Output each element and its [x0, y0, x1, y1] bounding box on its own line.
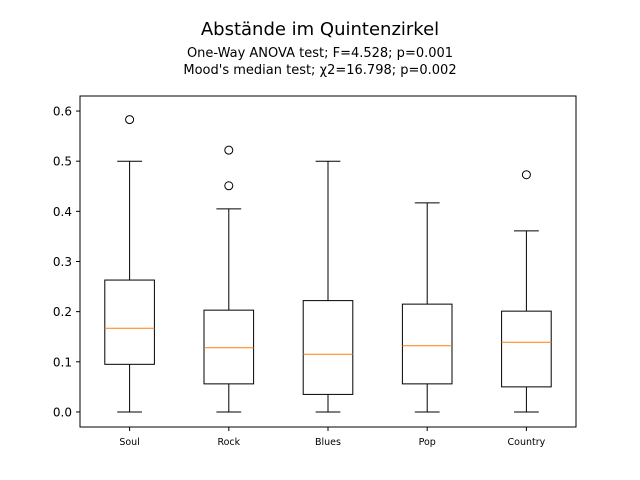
x-tick-label: Soul — [119, 437, 140, 448]
outlier-point — [521, 170, 531, 180]
y-tick-label: 0.6 — [53, 105, 72, 119]
box-pop — [401, 202, 453, 413]
outlier-point — [224, 181, 234, 191]
iqr-box — [501, 310, 552, 388]
x-tick-label: Country — [508, 437, 546, 448]
plot-area — [104, 115, 552, 413]
box-country — [501, 170, 552, 413]
x-tick-label: Rock — [217, 437, 240, 448]
y-tick-label: 0.5 — [53, 155, 72, 169]
iqr-box — [302, 300, 354, 395]
x-tick-label: Blues — [315, 437, 341, 448]
iqr-box — [104, 279, 155, 365]
box-soul — [104, 115, 155, 413]
y-tick-label: 0.4 — [53, 205, 72, 219]
x-tick-label: Pop — [419, 437, 436, 448]
chart-subtitle-mood: Mood's median test; χ2=16.798; p=0.002 — [183, 63, 457, 78]
y-tick-label: 0.2 — [53, 305, 72, 319]
y-tick-label: 0.0 — [53, 405, 72, 419]
iqr-box — [203, 309, 255, 385]
axes: 0.0 0.1 0.2 0.3 0.4 0.5 0.6 Soul Rock Blues Pop Cou… — [53, 95, 577, 448]
chart-title: Abstände im Quintenzirkel — [200, 19, 440, 40]
outlier-point — [224, 145, 234, 155]
chart-subtitle-anova: One-Way ANOVA test; F=4.528; p=0.001 — [186, 46, 454, 61]
box-blues — [302, 160, 354, 413]
box-rock — [203, 145, 255, 413]
outlier-point — [125, 115, 135, 125]
y-tick-label: 0.1 — [53, 355, 72, 369]
iqr-box — [401, 303, 453, 385]
y-tick-label: 0.3 — [53, 255, 72, 269]
